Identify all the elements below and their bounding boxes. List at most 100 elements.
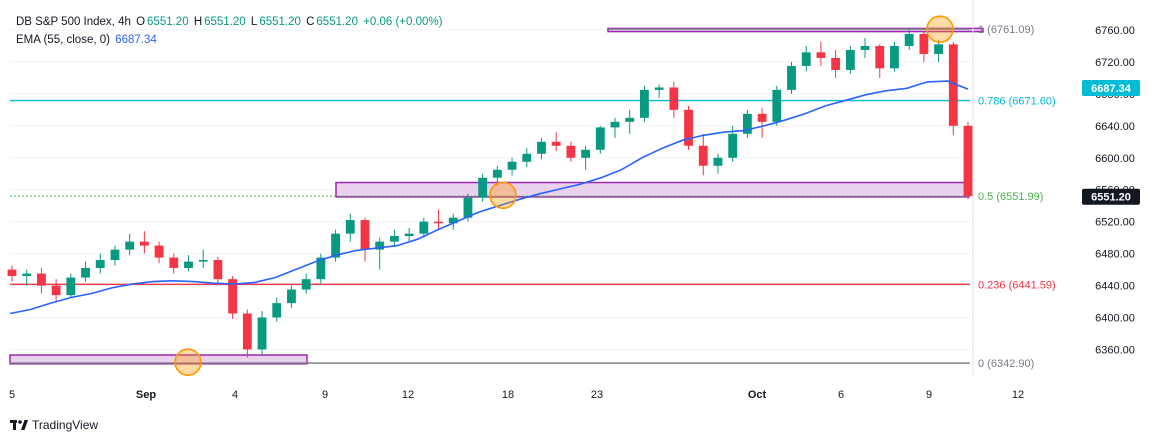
candle-body xyxy=(242,313,252,350)
tradingview-icon xyxy=(10,419,28,430)
candle-body xyxy=(831,57,841,70)
candle-body xyxy=(492,169,502,178)
anchor-circles xyxy=(174,15,954,377)
candle-body xyxy=(169,257,179,268)
candle-body xyxy=(904,33,914,46)
legend-low-label: L xyxy=(250,16,258,28)
tradingview-logo[interactable]: TradingView xyxy=(10,418,98,432)
fib-label: 0 (6342.90) xyxy=(978,358,1034,370)
candle-body xyxy=(95,259,105,268)
candle-body xyxy=(434,221,443,224)
ema-line xyxy=(9,80,969,315)
candle-body xyxy=(684,109,693,146)
candle-body xyxy=(948,44,958,126)
fib-label: 1 (6761.09) xyxy=(978,24,1034,36)
candle-body xyxy=(419,221,429,234)
candle-body xyxy=(154,245,164,258)
candle-body xyxy=(301,279,311,290)
x-tick-label: 18 xyxy=(502,389,514,401)
candle-body xyxy=(228,279,238,314)
y-tick-label: 6760.00 xyxy=(1095,25,1135,37)
candle-body xyxy=(331,233,340,258)
candle-body xyxy=(551,141,561,146)
candle-body xyxy=(125,241,135,250)
candle-body xyxy=(463,197,473,218)
candle-body xyxy=(51,285,61,296)
candles xyxy=(7,29,973,358)
legend-ema: EMA (55, close, 0) 6687.34 xyxy=(16,34,159,46)
y-tick-label: 6720.00 xyxy=(1095,57,1135,69)
legend-change: +0.06 (+0.00%) xyxy=(363,16,443,28)
candle-body xyxy=(625,117,635,122)
candle-body xyxy=(742,113,752,134)
candle-body xyxy=(610,121,620,128)
x-tick-label: 12 xyxy=(1012,389,1024,401)
candle-body xyxy=(640,89,649,118)
candle-body xyxy=(537,141,546,154)
candle-body xyxy=(375,241,385,250)
y-tick-label: 6640.00 xyxy=(1095,121,1135,133)
x-tick-label: 5 xyxy=(9,389,15,401)
candle-body xyxy=(919,33,929,54)
legend-low: 6551.20 xyxy=(259,16,301,28)
candle-body xyxy=(669,87,679,110)
x-tick-label: 6 xyxy=(838,389,844,401)
candle-body xyxy=(801,52,811,66)
legend-ema-label: EMA (55, close, 0) xyxy=(16,34,110,46)
anchor-circle xyxy=(174,348,202,377)
fib-label: 0.786 (6671.60) xyxy=(978,96,1056,108)
candle-body xyxy=(963,125,973,197)
y-tick-label: 6480.00 xyxy=(1095,249,1135,261)
candle-body xyxy=(757,113,767,122)
candle-body xyxy=(845,49,855,70)
candle-body xyxy=(7,269,17,276)
axes: 6360.006400.006440.006480.006520.006560.… xyxy=(9,0,1135,401)
legend-open-label: O xyxy=(136,16,146,28)
x-tick-label: 23 xyxy=(591,389,603,401)
candle-body xyxy=(890,45,899,69)
candle-body xyxy=(360,220,370,250)
legend-symbol: DB S&P 500 Index, 4h xyxy=(16,16,131,28)
candle-body xyxy=(772,89,782,122)
zone-rect xyxy=(9,354,308,365)
candle-body xyxy=(448,217,458,224)
brand-name: TradingView xyxy=(32,418,99,432)
x-tick-label: 12 xyxy=(402,389,414,401)
y-tick-label: 6400.00 xyxy=(1095,312,1135,324)
candle-body xyxy=(345,220,355,234)
anchor-circle xyxy=(926,15,954,43)
zone-rect xyxy=(607,27,984,33)
candle-body xyxy=(184,261,193,268)
legend-high: 6551.20 xyxy=(204,16,246,28)
legend-open: 6551.20 xyxy=(147,16,189,28)
candle-body xyxy=(287,289,296,304)
y-tick-label: 6360.00 xyxy=(1095,344,1135,356)
price-tag-bg xyxy=(1082,188,1140,205)
legend-main: DB S&P 500 Index, 4h O 6551.20 H 6551.20 L… xyxy=(16,16,444,28)
legend-close-label: C xyxy=(306,16,315,28)
candle-body xyxy=(22,273,32,276)
fib-label: 0.236 (6441.59) xyxy=(978,279,1056,291)
candle-body xyxy=(198,259,208,262)
y-tick-label: 6440.00 xyxy=(1095,281,1135,293)
candle-body xyxy=(934,44,943,54)
candle-body xyxy=(654,87,664,90)
candle-body xyxy=(595,127,605,150)
candle-body xyxy=(787,65,796,90)
fib-label: 0.5 (6551.99) xyxy=(978,191,1043,203)
x-tick-label: Oct xyxy=(748,389,767,401)
candle-body xyxy=(507,161,517,170)
candle-body xyxy=(257,317,267,350)
x-tick-label: 4 xyxy=(232,389,238,401)
price-tags: 6687.34 6551.20 xyxy=(1082,80,1140,205)
price-tag-bg xyxy=(1082,80,1140,97)
legend-high-label: H xyxy=(193,16,203,28)
candle-body xyxy=(66,277,76,296)
candle-body xyxy=(37,273,46,286)
ema-line xyxy=(9,80,969,315)
candle-body xyxy=(860,45,870,50)
candle-body xyxy=(816,52,826,58)
candle-body xyxy=(522,153,532,162)
